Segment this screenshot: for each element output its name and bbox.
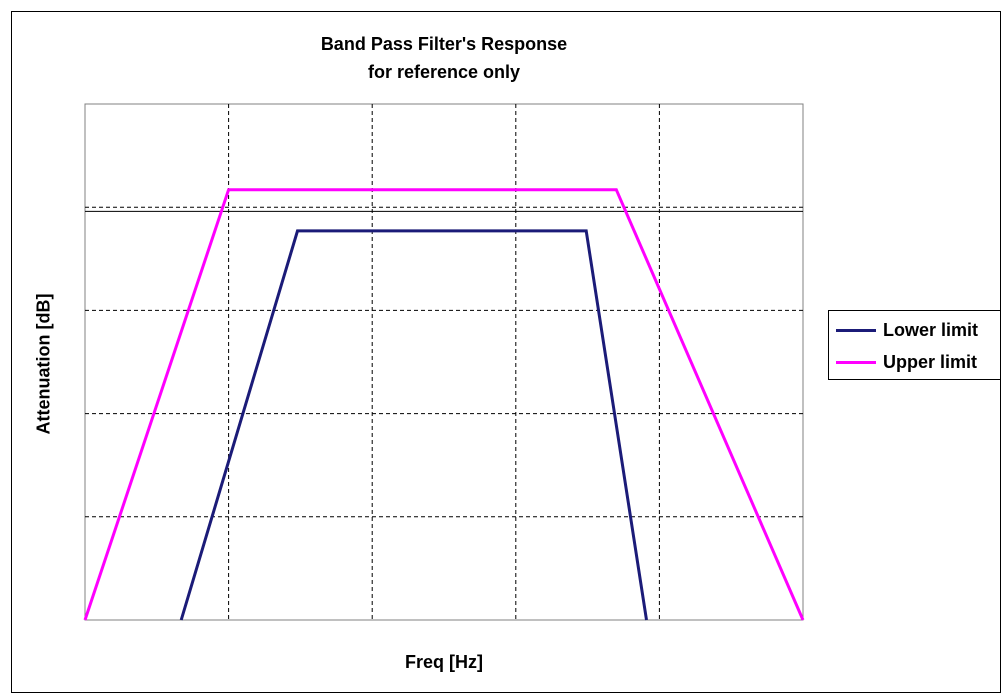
chart-subtitle: for reference only <box>367 62 521 82</box>
legend-label-upper: Upper limit <box>883 351 978 372</box>
x-axis-label: Freq [Hz] <box>405 652 483 672</box>
y-axis-label: Attenuation [dB] <box>33 293 54 435</box>
legend-item-upper: Upper limit <box>829 349 977 375</box>
legend-swatch-upper <box>836 360 876 364</box>
series-line-lower-limit <box>179 229 648 621</box>
series-line-upper-limit <box>83 188 805 621</box>
legend-label-lower: Lower limit <box>883 319 979 340</box>
legend-item-lower: Lower limit <box>829 317 978 343</box>
legend: Lower limit Upper limit <box>828 310 1001 380</box>
plot-border <box>84 103 804 621</box>
legend-swatch-lower <box>836 328 876 332</box>
chart-title: Band Pass Filter's Response <box>320 34 568 54</box>
